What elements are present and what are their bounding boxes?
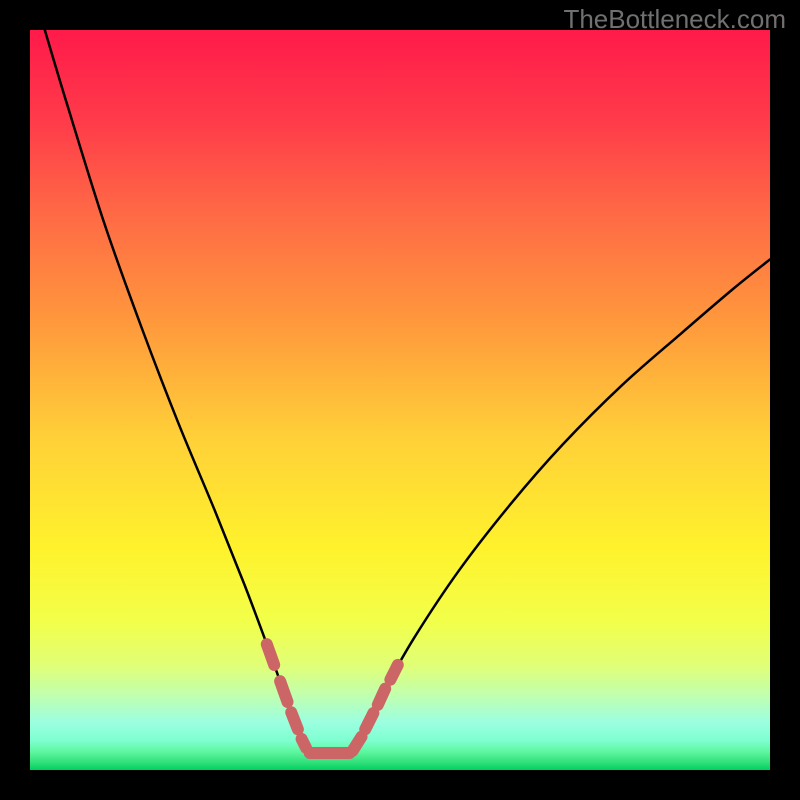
watermark-text: TheBottleneck.com — [563, 4, 786, 35]
emphasis-segment — [353, 737, 362, 751]
emphasis-segment — [378, 689, 385, 705]
emphasis-segment — [365, 713, 373, 729]
plot-svg — [30, 30, 770, 770]
emphasis-segment — [302, 739, 306, 748]
chart-stage: TheBottleneck.com — [0, 0, 800, 800]
emphasis-segment — [267, 644, 274, 665]
emphasis-segment — [280, 681, 287, 702]
emphasis-segment — [390, 665, 397, 680]
emphasis-segment — [291, 712, 298, 729]
gradient-background — [30, 30, 770, 770]
